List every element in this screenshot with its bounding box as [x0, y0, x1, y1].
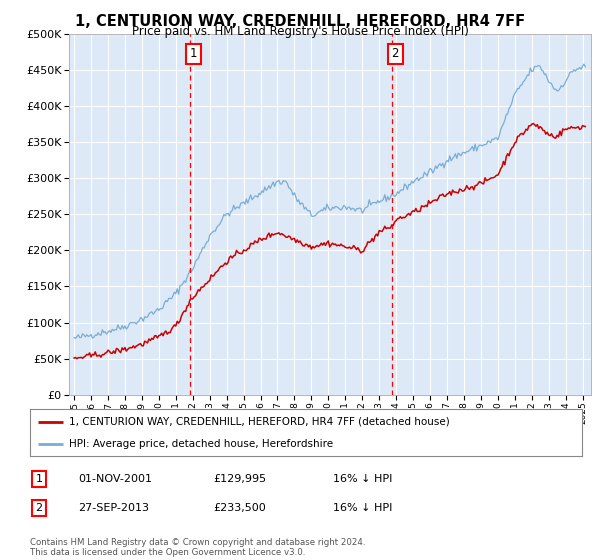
Text: £129,995: £129,995	[213, 474, 266, 484]
Text: 2: 2	[392, 48, 399, 60]
Text: Contains HM Land Registry data © Crown copyright and database right 2024.
This d: Contains HM Land Registry data © Crown c…	[30, 538, 365, 557]
Text: 1, CENTURION WAY, CREDENHILL, HEREFORD, HR4 7FF (detached house): 1, CENTURION WAY, CREDENHILL, HEREFORD, …	[68, 417, 449, 427]
Text: Price paid vs. HM Land Registry's House Price Index (HPI): Price paid vs. HM Land Registry's House …	[131, 25, 469, 38]
Text: 2: 2	[35, 503, 43, 513]
Text: £233,500: £233,500	[213, 503, 266, 513]
Text: 16% ↓ HPI: 16% ↓ HPI	[333, 503, 392, 513]
Text: HPI: Average price, detached house, Herefordshire: HPI: Average price, detached house, Here…	[68, 438, 333, 449]
Text: 01-NOV-2001: 01-NOV-2001	[78, 474, 152, 484]
Text: 16% ↓ HPI: 16% ↓ HPI	[333, 474, 392, 484]
Text: 1, CENTURION WAY, CREDENHILL, HEREFORD, HR4 7FF: 1, CENTURION WAY, CREDENHILL, HEREFORD, …	[75, 14, 525, 29]
Text: 1: 1	[190, 48, 197, 60]
Text: 27-SEP-2013: 27-SEP-2013	[78, 503, 149, 513]
Text: 1: 1	[35, 474, 43, 484]
